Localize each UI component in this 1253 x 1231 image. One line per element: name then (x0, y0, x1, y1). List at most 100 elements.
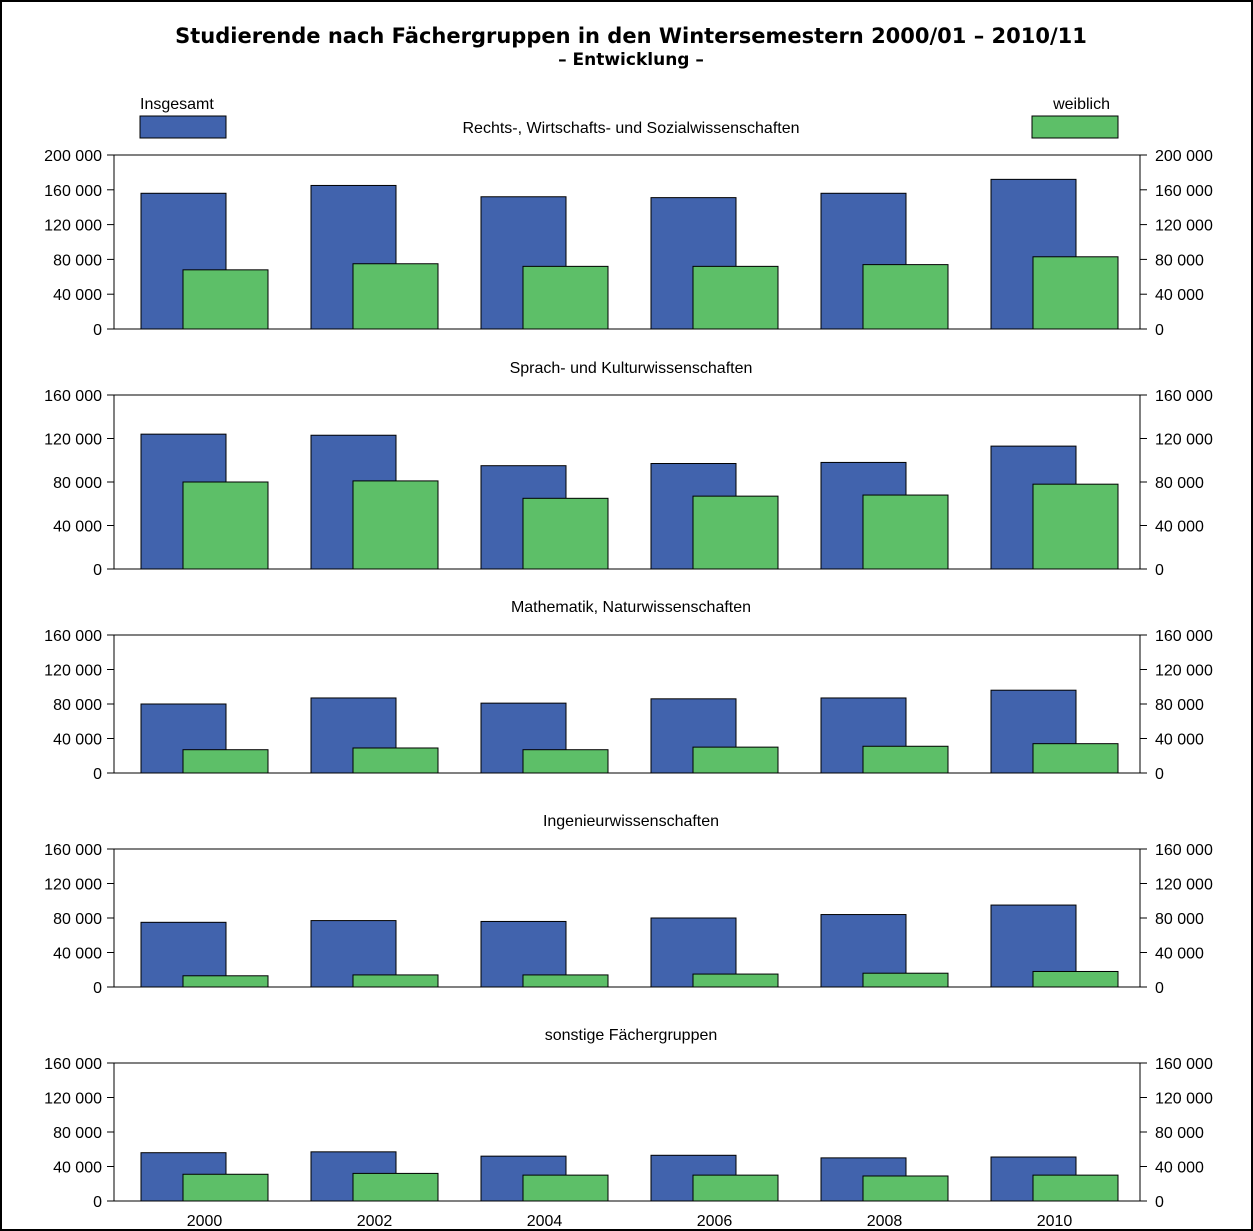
y-tick-label-right: 120 000 (1155, 877, 1213, 894)
chart-panels: Rechts-, Wirtschafts- und Sozialwissensc… (44, 120, 1213, 1211)
bar-weiblich (352, 480, 439, 570)
x-axis: 2000 2002 2004 2006 2008 2010 (187, 1213, 1073, 1230)
legend-label-weiblich: weiblich (1052, 96, 1110, 113)
panel-title: sonstige Fächergruppen (545, 1027, 718, 1044)
bar-weiblich (692, 973, 779, 988)
y-tick-label-right: 80 000 (1155, 911, 1204, 928)
y-tick-label-left: 120 000 (44, 218, 102, 235)
y-tick-label-left: 160 000 (44, 183, 102, 200)
x-tick-label: 2010 (1037, 1213, 1073, 1230)
bar-weiblich (1032, 483, 1119, 570)
panel-title: Mathematik, Naturwissenschaften (511, 599, 751, 616)
y-tick-label-left: 80 000 (53, 1125, 102, 1142)
panel-1: Rechts-, Wirtschafts- und Sozialwissensc… (44, 120, 1213, 339)
bar-weiblich (1032, 743, 1119, 774)
bar-weiblich (182, 749, 269, 774)
bar-weiblich (352, 747, 439, 774)
bar-weiblich (692, 265, 779, 330)
y-tick-label-left: 160 000 (44, 388, 102, 405)
y-tick-label-right: 0 (1155, 980, 1164, 997)
bar-weiblich (522, 749, 609, 774)
bar-weiblich (692, 1174, 779, 1202)
panel-title: Sprach- und Kulturwissenschaften (510, 360, 753, 377)
bar-weiblich (862, 972, 949, 988)
bar-weiblich (862, 1175, 949, 1202)
y-tick-label-right: 80 000 (1155, 252, 1204, 269)
y-tick-label-left: 200 000 (44, 148, 102, 165)
y-tick-label-left: 80 000 (53, 475, 102, 492)
y-tick-label-left: 40 000 (53, 732, 102, 749)
x-tick-label: 2004 (527, 1213, 563, 1230)
y-tick-label-left: 120 000 (44, 877, 102, 894)
y-tick-label-left: 160 000 (44, 628, 102, 645)
bar-weiblich (862, 264, 949, 330)
bar-weiblich (352, 263, 439, 330)
y-tick-label-left: 40 000 (53, 287, 102, 304)
panel-4: Ingenieurwissenschaften 0 0 40 000 40 000 80 … (44, 813, 1213, 997)
bar-weiblich (692, 495, 779, 570)
bar-weiblich (182, 975, 269, 988)
bar-weiblich (862, 745, 949, 774)
x-tick-label: 2008 (867, 1213, 903, 1230)
bar-weiblich (862, 494, 949, 570)
y-tick-label-left: 120 000 (44, 1091, 102, 1108)
y-tick-label-left: 0 (93, 766, 102, 783)
y-tick-label-right: 0 (1155, 766, 1164, 783)
bar-weiblich (522, 497, 609, 570)
bar-weiblich (352, 974, 439, 988)
bar-weiblich (692, 746, 779, 774)
bar-weiblich (182, 1173, 269, 1202)
y-tick-label-right: 120 000 (1155, 663, 1213, 680)
y-tick-label-right: 200 000 (1155, 148, 1213, 165)
y-tick-label-right: 40 000 (1155, 946, 1204, 963)
y-tick-label-left: 80 000 (53, 911, 102, 928)
y-tick-label-right: 160 000 (1155, 1056, 1213, 1073)
bar-weiblich (522, 974, 609, 988)
y-tick-label-right: 80 000 (1155, 1125, 1204, 1142)
y-tick-label-right: 40 000 (1155, 519, 1204, 536)
y-tick-label-left: 160 000 (44, 1056, 102, 1073)
panel-title: Ingenieurwissenschaften (543, 813, 719, 830)
bar-weiblich (1032, 256, 1119, 330)
y-tick-label-right: 80 000 (1155, 475, 1204, 492)
y-tick-label-left: 40 000 (53, 1160, 102, 1177)
bar-weiblich (182, 269, 269, 330)
bar-weiblich (522, 265, 609, 330)
y-tick-label-left: 40 000 (53, 946, 102, 963)
legend-swatch-insgesamt (139, 115, 227, 139)
x-tick-label: 2006 (697, 1213, 733, 1230)
legend-label-insgesamt: Insgesamt (140, 96, 214, 113)
panel-2: Sprach- und Kulturwissenschaften 0 0 40 000… (44, 360, 1213, 579)
y-tick-label-right: 0 (1155, 1194, 1164, 1211)
y-tick-label-left: 0 (93, 562, 102, 579)
y-tick-label-right: 120 000 (1155, 218, 1213, 235)
y-tick-label-left: 40 000 (53, 519, 102, 536)
chart-title: Studierende nach Fächergruppen in den Wi… (175, 24, 1087, 48)
y-tick-label-right: 160 000 (1155, 183, 1213, 200)
y-tick-label-right: 40 000 (1155, 732, 1204, 749)
y-tick-label-right: 160 000 (1155, 628, 1213, 645)
y-tick-label-right: 120 000 (1155, 1091, 1213, 1108)
x-tick-label: 2002 (357, 1213, 393, 1230)
panel-3: Mathematik, Naturwissenschaften 0 0 40 000 4… (44, 599, 1213, 783)
y-tick-label-left: 0 (93, 980, 102, 997)
y-tick-label-left: 0 (93, 1194, 102, 1211)
bar-weiblich (182, 481, 269, 570)
y-tick-label-right: 0 (1155, 562, 1164, 579)
y-tick-label-left: 120 000 (44, 432, 102, 449)
bar-weiblich (522, 1174, 609, 1202)
chart-subtitle: – Entwicklung – (558, 50, 704, 70)
y-tick-label-right: 40 000 (1155, 287, 1204, 304)
panel-title: Rechts-, Wirtschafts- und Sozialwissensc… (462, 120, 799, 137)
y-tick-label-right: 40 000 (1155, 1160, 1204, 1177)
bar-weiblich (1032, 970, 1119, 988)
y-tick-label-right: 160 000 (1155, 842, 1213, 859)
y-tick-label-left: 120 000 (44, 663, 102, 680)
y-tick-label-left: 0 (93, 322, 102, 339)
y-tick-label-right: 160 000 (1155, 388, 1213, 405)
panel-5: sonstige Fächergruppen 0 0 40 000 40 000 80 0… (44, 1027, 1213, 1211)
y-tick-label-left: 80 000 (53, 697, 102, 714)
y-tick-label-left: 80 000 (53, 252, 102, 269)
